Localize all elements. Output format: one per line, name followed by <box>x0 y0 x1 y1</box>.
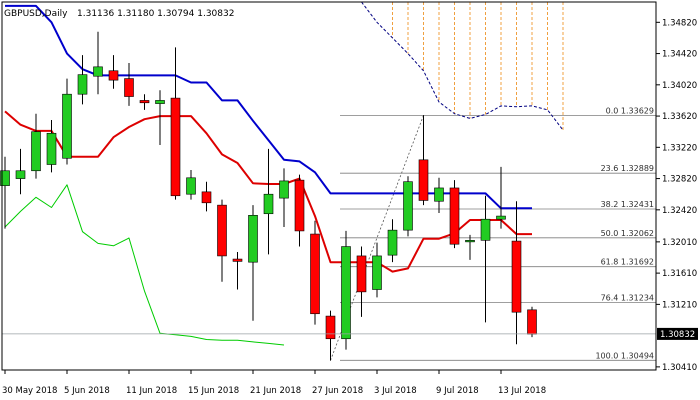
candle-body <box>46 132 57 165</box>
candle-body <box>449 187 460 245</box>
indicator-line <box>5 4 532 210</box>
candle-body <box>325 315 336 340</box>
candle-body <box>263 193 274 215</box>
candle-body <box>248 214 258 263</box>
fibonacci-group: 0.0 1.33629 23.6 1.32889 38.2 1.32431 50.0 … <box>340 106 656 361</box>
candle-body <box>217 204 227 257</box>
fib-level-label: 76.4 1.31234 <box>601 293 654 302</box>
candle-body <box>434 187 444 202</box>
candle-body <box>527 309 537 335</box>
fib-level-label: 100.0 1.30494 <box>595 351 654 360</box>
candle-body <box>232 258 243 262</box>
candle-body <box>511 240 522 313</box>
candle-body <box>62 93 72 159</box>
candle-body <box>418 159 429 201</box>
candle-body <box>372 255 382 290</box>
candle-body <box>201 191 212 204</box>
y-tick-label: 1.30410 <box>662 363 697 373</box>
cloud-span-line <box>361 1 564 131</box>
candle-body <box>93 66 103 77</box>
y-tick-label: 1.33220 <box>662 143 697 153</box>
candle-body <box>77 74 88 95</box>
candle-body <box>356 255 367 293</box>
fib-level-label: 23.6 1.32889 <box>601 164 654 173</box>
x-tick-label: 5 Jun 2018 <box>64 386 110 396</box>
candle-body <box>15 170 26 179</box>
x-tick-label: 9 Jul 2018 <box>436 386 479 396</box>
candle-body <box>155 100 165 104</box>
chart-symbol-label: GBPUSD,Daily <box>4 9 68 19</box>
candle-body <box>0 170 10 186</box>
candle-body <box>403 181 413 231</box>
fib-level-label: 61.8 1.31692 <box>601 258 654 267</box>
candle-body <box>170 97 181 197</box>
x-tick-label: 11 Jun 2018 <box>126 386 177 396</box>
y-tick-label: 1.34020 <box>662 81 697 91</box>
candle-body <box>108 70 119 81</box>
candle-body <box>294 179 305 232</box>
cloud-group <box>361 1 564 131</box>
candle-body <box>387 229 398 256</box>
x-tick-label: 3 Jul 2018 <box>374 386 417 396</box>
candle-body <box>480 218 491 241</box>
candle-body <box>279 180 289 199</box>
y-tick-label: 1.31210 <box>662 300 697 310</box>
current-price-label: 1.30832 <box>660 330 695 340</box>
x-tick-label: 30 May 2018 <box>2 386 57 396</box>
chart-ohlc-label: 1.31136 1.31180 1.30794 1.30832 <box>77 9 234 19</box>
y-tick-label: 1.31610 <box>662 269 697 279</box>
y-tick-label: 1.32820 <box>662 175 697 185</box>
y-tick-label: 1.33620 <box>662 112 697 122</box>
candle-body <box>465 240 475 243</box>
plot-frame <box>1 1 657 371</box>
current-price-badge <box>657 327 698 340</box>
indicator-line <box>4 184 285 346</box>
candle-body <box>496 215 506 220</box>
x-tick-label: 15 Jun 2018 <box>188 386 239 396</box>
candle-body <box>31 131 41 172</box>
candle-body <box>310 233 320 315</box>
x-tick-label: 13 Jul 2018 <box>498 386 546 396</box>
x-tick-label: 27 Jun 2018 <box>312 386 363 396</box>
candle-body <box>341 246 351 340</box>
candle-body <box>139 100 150 104</box>
candle-body <box>186 177 196 195</box>
candle-body <box>124 78 134 97</box>
x-tick-label: 21 Jun 2018 <box>250 386 301 396</box>
candles-group <box>0 31 537 361</box>
y-tick-label: 1.34420 <box>662 50 697 60</box>
y-tick-label: 1.32010 <box>662 238 697 248</box>
fib-level-label: 50.0 1.32062 <box>601 229 654 238</box>
fib-level-label: 0.0 1.33629 <box>606 106 654 115</box>
y-tick-label: 1.34820 <box>662 18 697 28</box>
fib-level-label: 38.2 1.32431 <box>601 200 654 209</box>
y-tick-label: 1.32420 <box>662 206 697 216</box>
